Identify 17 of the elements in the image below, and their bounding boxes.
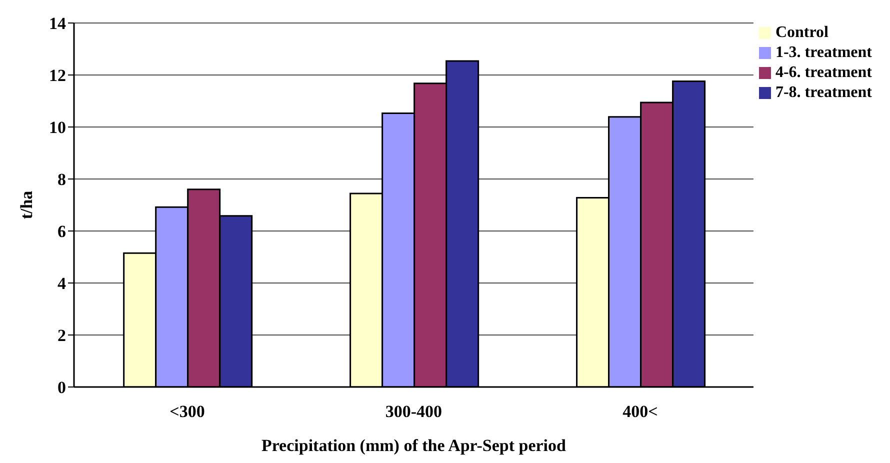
x-tick-label: 300-400 <box>385 402 442 422</box>
y-tick-label: 0 <box>58 378 66 398</box>
legend-label: 7-8. treatment <box>775 84 872 101</box>
x-tick-label: 400< <box>622 402 658 422</box>
y-axis-title: t/ha <box>17 190 36 220</box>
y-tick-label: 12 <box>49 66 66 86</box>
legend-label: 1-3. treatment <box>775 44 872 61</box>
x-tick-label: <300 <box>170 402 205 422</box>
y-tick-label: 4 <box>58 274 66 294</box>
y-tick-label: 14 <box>49 14 66 34</box>
y-tick-label: 8 <box>58 170 66 190</box>
y-tick-label: 2 <box>58 326 66 346</box>
y-tick-label: 6 <box>58 222 66 242</box>
legend-label: Control <box>775 24 828 41</box>
y-tick-label: 10 <box>49 118 66 138</box>
x-axis-title: Precipitation (mm) of the Apr-Sept period <box>261 436 567 455</box>
legend-label: 4-6. treatment <box>775 64 872 81</box>
